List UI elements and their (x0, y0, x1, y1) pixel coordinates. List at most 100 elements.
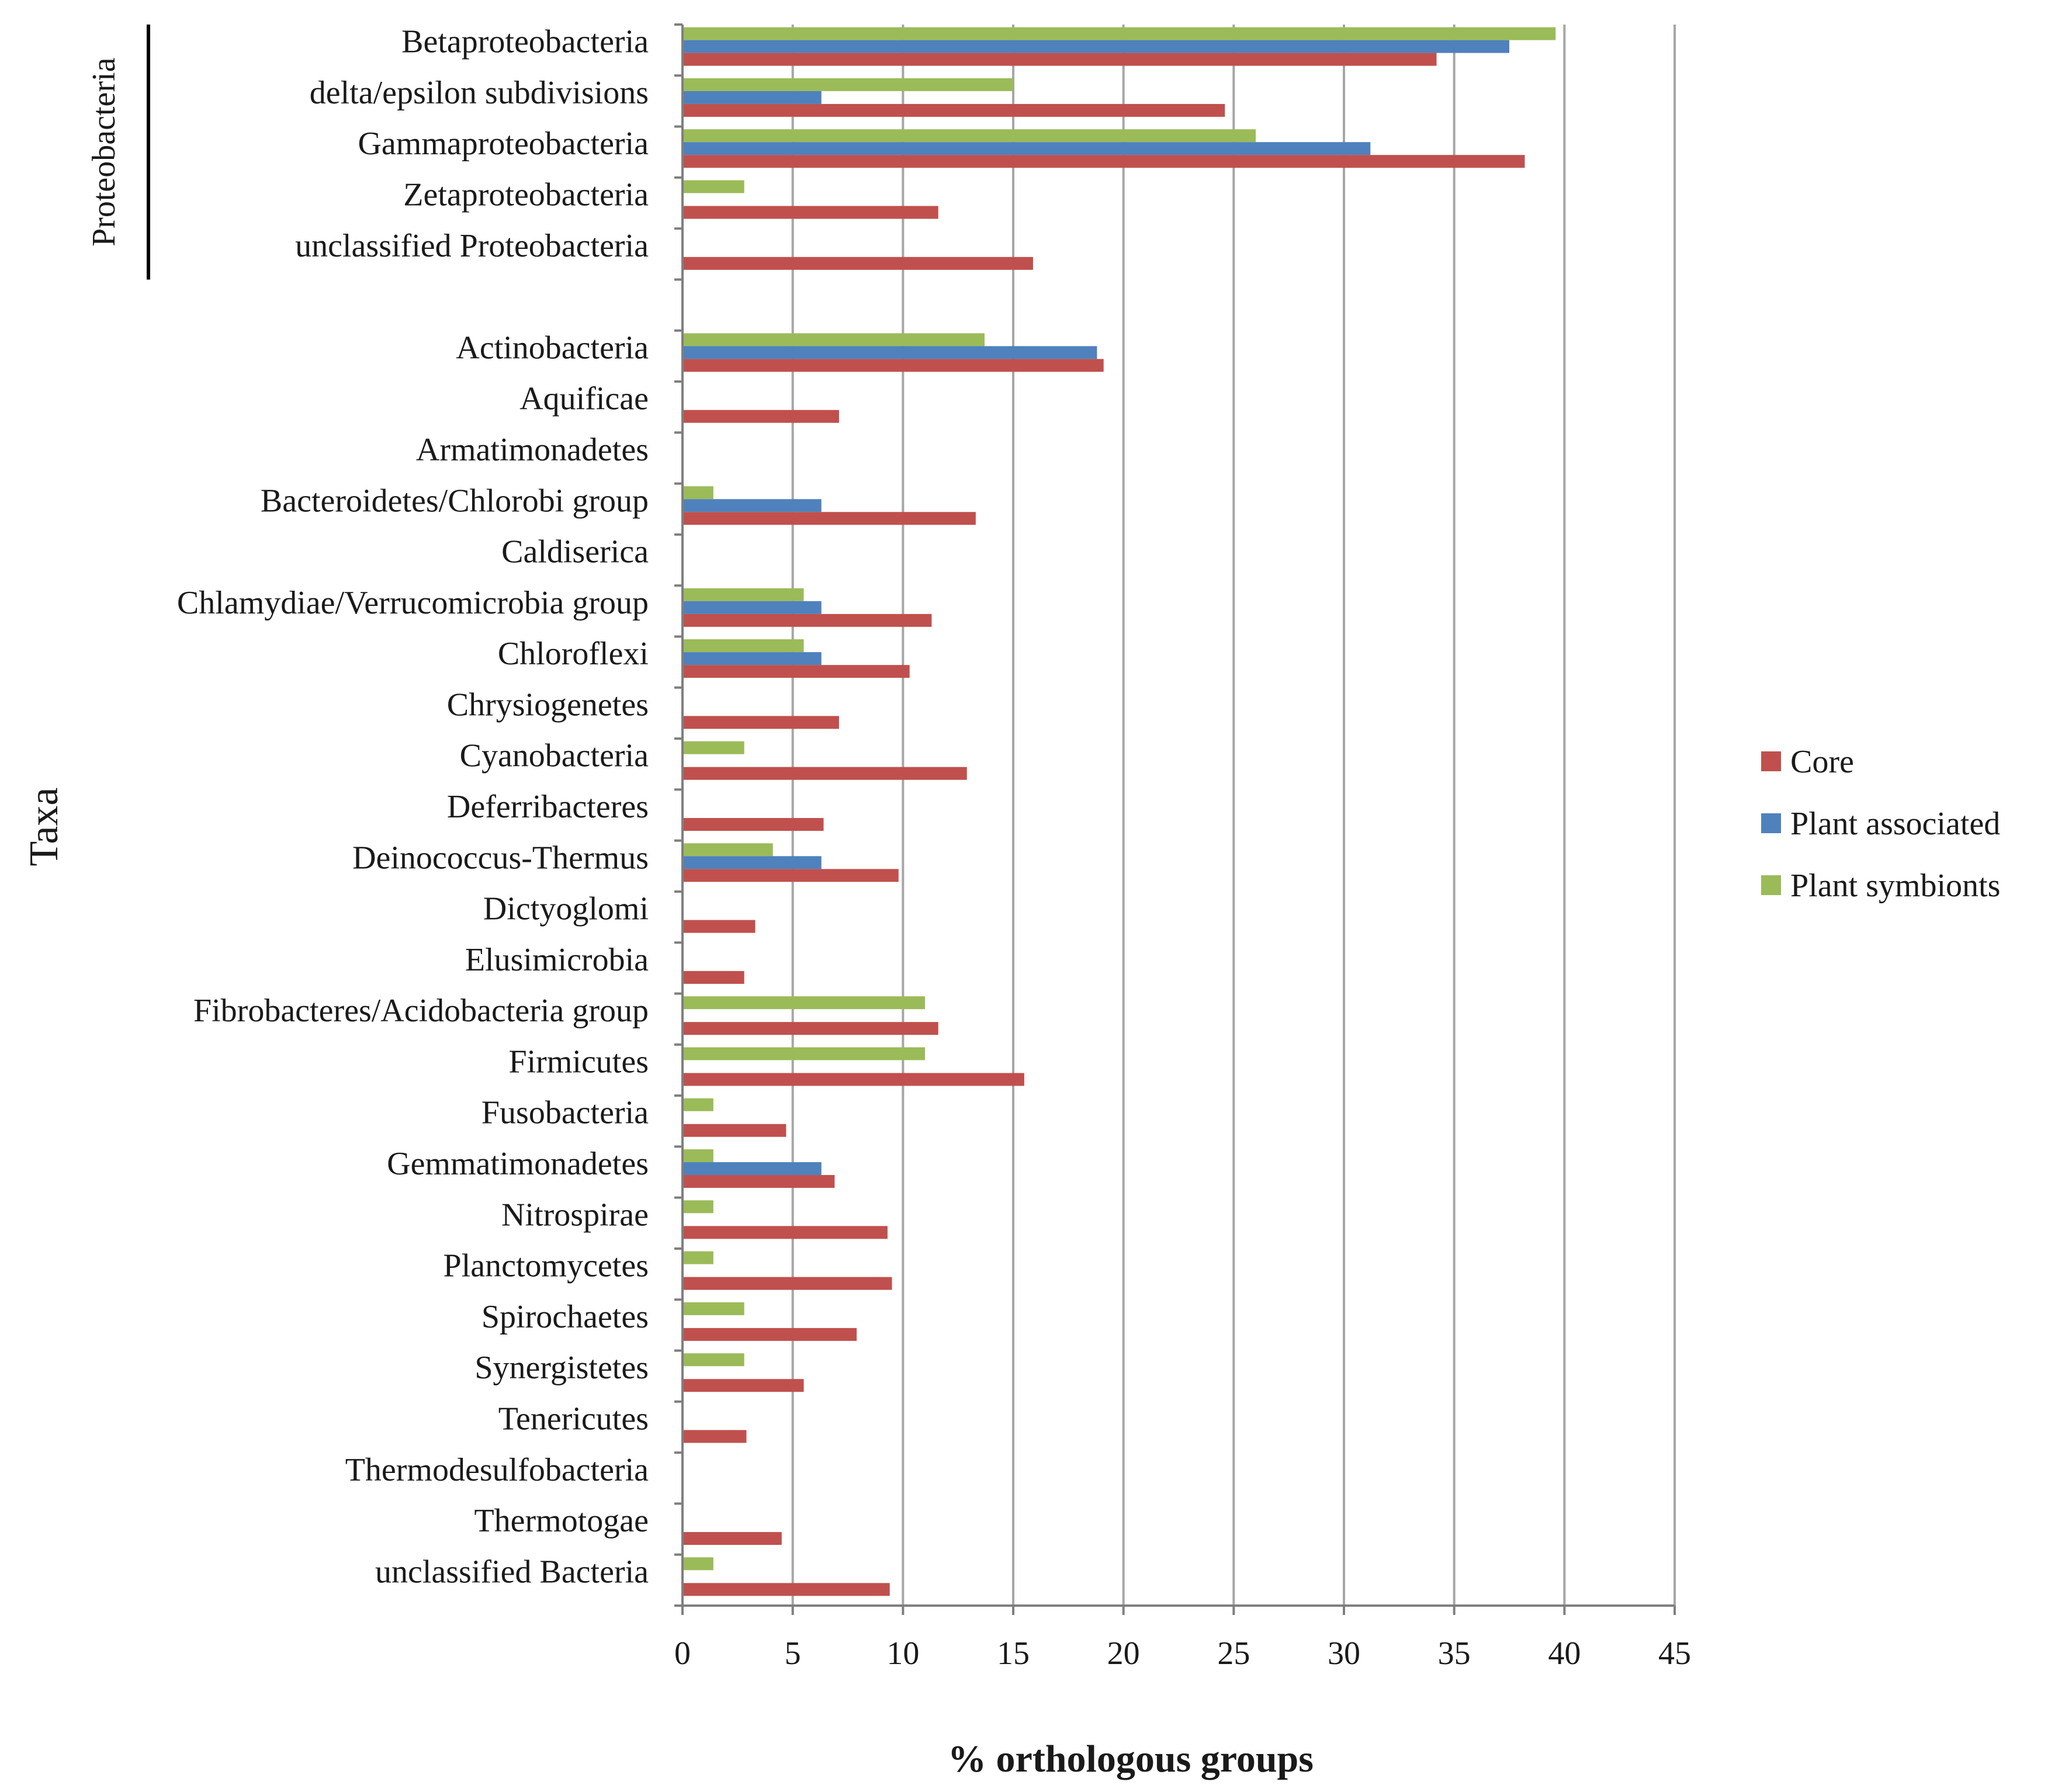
x-tick-label: 25 (1217, 1635, 1250, 1672)
category-label: Synergistetes (474, 1350, 649, 1386)
legend-swatch (1761, 813, 1781, 833)
x-axis-title: % orthologous groups (948, 1738, 1314, 1780)
x-tick-label: 40 (1548, 1635, 1581, 1672)
category-label: Caldiserica (501, 534, 649, 570)
bar-core (682, 1226, 888, 1239)
category-label: Betaproteobacteria (401, 24, 649, 60)
category-label: Armatimonadetes (416, 432, 649, 468)
category-label: Fusobacteria (481, 1095, 649, 1131)
category-label: Planctomycetes (444, 1248, 649, 1284)
bar-plant-associated (682, 499, 822, 512)
bar-plant-symbionts (682, 78, 1013, 91)
bar-plant-associated (682, 40, 1509, 53)
gridlines (791, 25, 1676, 1606)
category-labels: Betaproteobacteria delta/epsilon subdivis… (177, 24, 649, 1590)
legend: Core Plant associated Plant symbionts (1761, 744, 2000, 904)
category-label: Elusimicrobia (465, 942, 649, 978)
x-tick-label: 30 (1328, 1635, 1360, 1672)
category-label: Chloroflexi (498, 636, 649, 672)
category-label: unclassified Bacteria (375, 1554, 649, 1590)
x-tick-label: 20 (1107, 1635, 1140, 1672)
bar-plant-symbionts (682, 180, 744, 193)
category-label: Chlamydiae/Verrucomicrobia group (177, 585, 649, 621)
category-label: Aquificae (519, 381, 649, 417)
bar-core (682, 1532, 782, 1545)
bar-plant-associated (682, 346, 1097, 359)
category-label: Thermotogae (474, 1503, 649, 1539)
category-label: Actinobacteria (456, 330, 649, 366)
bar-plant-associated (682, 91, 822, 104)
bar-plant-symbionts (682, 1098, 713, 1111)
y-axis-title: Taxa (22, 787, 67, 866)
category-label: Zetaproteobacteria (403, 177, 649, 213)
bar-plant-symbionts (682, 639, 804, 653)
bar-core (682, 1124, 786, 1137)
bar-core (682, 155, 1525, 168)
bar-core (682, 818, 824, 831)
bar-plant-symbionts (682, 27, 1556, 40)
category-label: delta/epsilon subdivisions (310, 75, 649, 111)
x-tick-label: 35 (1438, 1635, 1471, 1672)
bar-core (682, 767, 967, 780)
bar-plant-symbionts (682, 996, 926, 1010)
bar-core (682, 359, 1104, 372)
bar-core (682, 1277, 892, 1290)
bar-plant-associated (682, 856, 822, 869)
bar-core (682, 1583, 890, 1596)
bar-core (682, 869, 899, 882)
bar-core (682, 970, 744, 984)
bar-core (682, 920, 756, 933)
category-label: Thermodesulfobacteria (345, 1452, 649, 1488)
category-label: Fibrobacteres/Acidobacteria group (193, 993, 649, 1029)
group-annotation: Proteobacteria (86, 25, 150, 280)
bar-plant-symbionts (682, 588, 804, 601)
bars (682, 27, 1556, 1596)
bar-plant-associated (682, 601, 822, 614)
category-label: Nitrospirae (501, 1197, 649, 1233)
category-label: unclassified Proteobacteria (295, 228, 649, 264)
bar-plant-symbionts (682, 1557, 713, 1571)
bar-core (682, 1430, 747, 1443)
bar-core (682, 53, 1437, 66)
bar-plant-symbionts (682, 1302, 744, 1315)
x-tick-label: 15 (997, 1635, 1030, 1672)
category-label: Deinococcus-Thermus (352, 840, 649, 876)
legend-swatch (1761, 875, 1781, 895)
category-label: Tenericutes (498, 1401, 649, 1437)
category-label: Chrysiogenetes (447, 687, 649, 723)
legend-swatch (1761, 751, 1781, 771)
bar-plant-symbionts (682, 843, 773, 857)
x-tick-labels: 0 5 10 15 20 25 30 35 40 45 (674, 1635, 1691, 1672)
bar-plant-associated (682, 652, 822, 665)
x-tick-label: 5 (785, 1635, 801, 1672)
bar-plant-symbionts (682, 486, 713, 500)
group-label: Proteobacteria (86, 57, 122, 247)
x-tick-label: 0 (674, 1635, 691, 1672)
axes (674, 23, 1676, 1615)
category-label: Gemmatimonadetes (387, 1146, 649, 1182)
bar-plant-symbionts (682, 129, 1256, 143)
bar-core (682, 410, 839, 423)
bar-core (682, 1327, 857, 1341)
bar-plant-symbionts (682, 1251, 713, 1264)
bar-plant-symbionts (682, 1200, 713, 1214)
bar-plant-symbionts (682, 1047, 926, 1060)
bar-core (682, 512, 976, 525)
bar-plant-associated (682, 1162, 822, 1176)
bar-core (682, 1175, 835, 1188)
bar-plant-symbionts (682, 333, 985, 346)
bar-plant-symbionts (682, 1149, 713, 1163)
bar-plant-associated (682, 142, 1371, 155)
bar-core (682, 1022, 938, 1035)
bar-core (682, 1379, 804, 1392)
category-label: Dictyoglomi (483, 891, 649, 927)
bar-core (682, 206, 938, 219)
x-tick-label: 45 (1658, 1635, 1691, 1672)
x-tick-label: 10 (886, 1635, 919, 1672)
bar-core (682, 1073, 1024, 1086)
category-label: Firmicutes (508, 1044, 649, 1080)
category-label: Bacteroidetes/Chlorobi group (261, 483, 649, 519)
bar-plant-symbionts (682, 1353, 744, 1367)
bar-core (682, 103, 1225, 117)
